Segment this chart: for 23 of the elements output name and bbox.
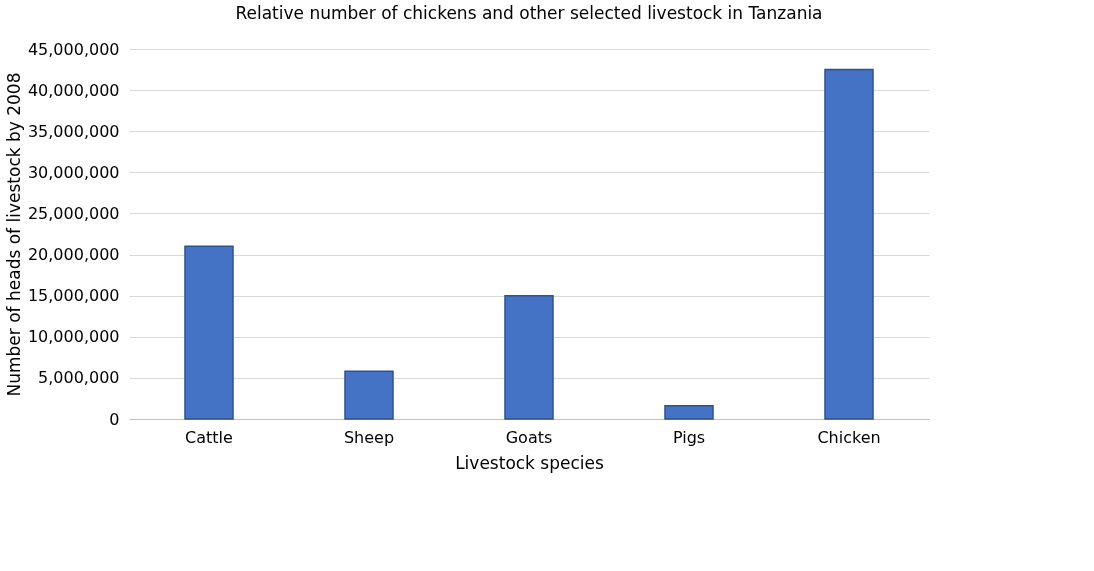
x-tick-label: Chicken: [817, 427, 881, 447]
x-tick-label: Goats: [505, 427, 553, 447]
y-tick-label: 0: [109, 409, 120, 429]
y-tick-label: 20,000,000: [27, 245, 120, 265]
y-tick-label: 10,000,000: [27, 327, 120, 347]
y-tick-label: 25,000,000: [27, 203, 120, 223]
y-tick-label: 15,000,000: [27, 286, 120, 306]
chart-title: Relative number of chickens and other selected livestock in Tanzania: [235, 3, 823, 23]
y-tick-label: 5,000,000: [38, 368, 120, 388]
y-tick-label: 45,000,000: [27, 39, 120, 59]
bar: [664, 405, 714, 420]
y-tick-label: 35,000,000: [27, 121, 120, 141]
bar: [504, 294, 554, 420]
x-tick-label: Pigs: [672, 427, 706, 447]
bar: [344, 370, 394, 420]
y-tick-label: 40,000,000: [27, 80, 120, 100]
bar: [184, 245, 234, 420]
y-axis-title: Number of heads of livestock by 2008: [3, 72, 24, 397]
bar: [824, 68, 874, 420]
y-tick-label: 30,000,000: [27, 162, 120, 182]
x-axis-title: Livestock species: [455, 452, 604, 473]
x-tick-label: Sheep: [343, 427, 395, 447]
x-tick-label: Cattle: [185, 427, 233, 447]
